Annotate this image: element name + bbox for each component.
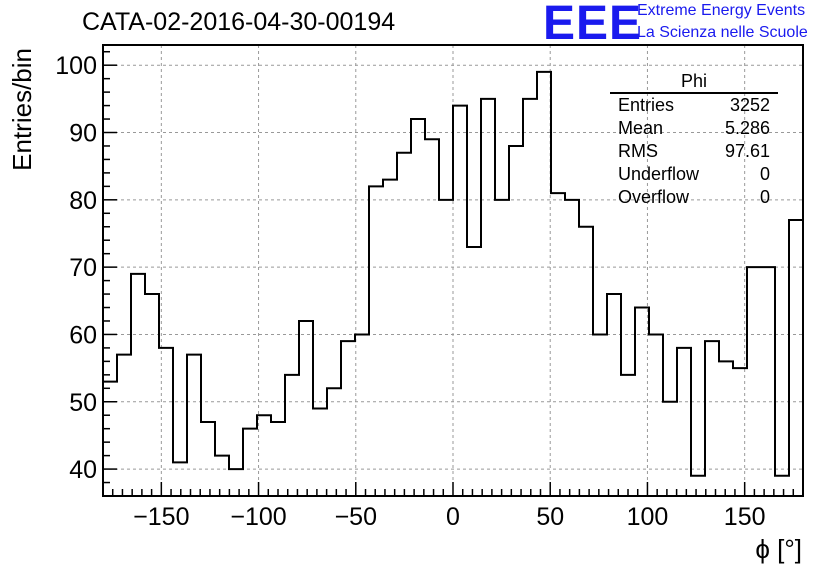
axis-ticks — [103, 50, 795, 496]
stats-value: 0 — [759, 164, 770, 184]
stats-row-overflow: Overflow 0 — [610, 186, 778, 209]
y-tick-label: 40 — [69, 456, 97, 484]
y-tick-label: 70 — [69, 254, 97, 282]
stats-row-entries: Entries 3252 — [610, 94, 778, 117]
stats-value: 97.61 — [724, 141, 770, 161]
y-tick-label: 80 — [69, 187, 97, 215]
y-axis-label: Entries/bin — [7, 48, 37, 171]
stats-row-underflow: Underflow 0 — [610, 163, 778, 186]
x-tick-label: −100 — [230, 503, 286, 531]
stats-value: 5.286 — [724, 118, 770, 138]
stats-box: Phi Entries 3252 Mean 5.286 RMS 97.61 Un… — [610, 70, 778, 209]
x-tick-label: 0 — [446, 503, 460, 531]
stats-label: Entries — [618, 95, 675, 115]
tick-labels: −150 −100 −50 0 50 100 150 40 50 60 70 80 90 100 — [55, 52, 765, 531]
stats-label: RMS — [618, 141, 658, 161]
stats-label: Mean — [618, 118, 664, 138]
x-tick-label: −150 — [133, 503, 189, 531]
histogram-series — [102, 70, 804, 496]
x-tick-label: 150 — [724, 503, 766, 531]
y-tick-label: 100 — [55, 52, 97, 80]
stats-value: 0 — [759, 187, 770, 207]
stats-value: 3252 — [729, 95, 770, 115]
logo-line-2: La Scienza nelle Scuole — [637, 24, 808, 41]
stats-row-rms: RMS 97.61 — [610, 140, 778, 163]
stats-row-mean: Mean 5.286 — [610, 117, 778, 140]
logo-line-1: Extreme Energy Events — [637, 2, 806, 19]
stats-label: Underflow — [618, 164, 700, 184]
stats-label: Overflow — [618, 187, 690, 207]
y-tick-label: 50 — [69, 389, 97, 417]
eee-logo: EEE — [543, 0, 643, 50]
stats-title: Phi — [610, 70, 778, 94]
x-tick-label: 50 — [536, 503, 564, 531]
x-tick-label: 100 — [627, 503, 669, 531]
y-tick-label: 60 — [69, 321, 97, 349]
x-axis-label: ϕ [°] — [755, 534, 802, 564]
chart-title: CATA-02-2016-04-30-00194 — [82, 8, 396, 36]
y-tick-label: 90 — [69, 120, 97, 148]
x-tick-label: −50 — [335, 503, 377, 531]
